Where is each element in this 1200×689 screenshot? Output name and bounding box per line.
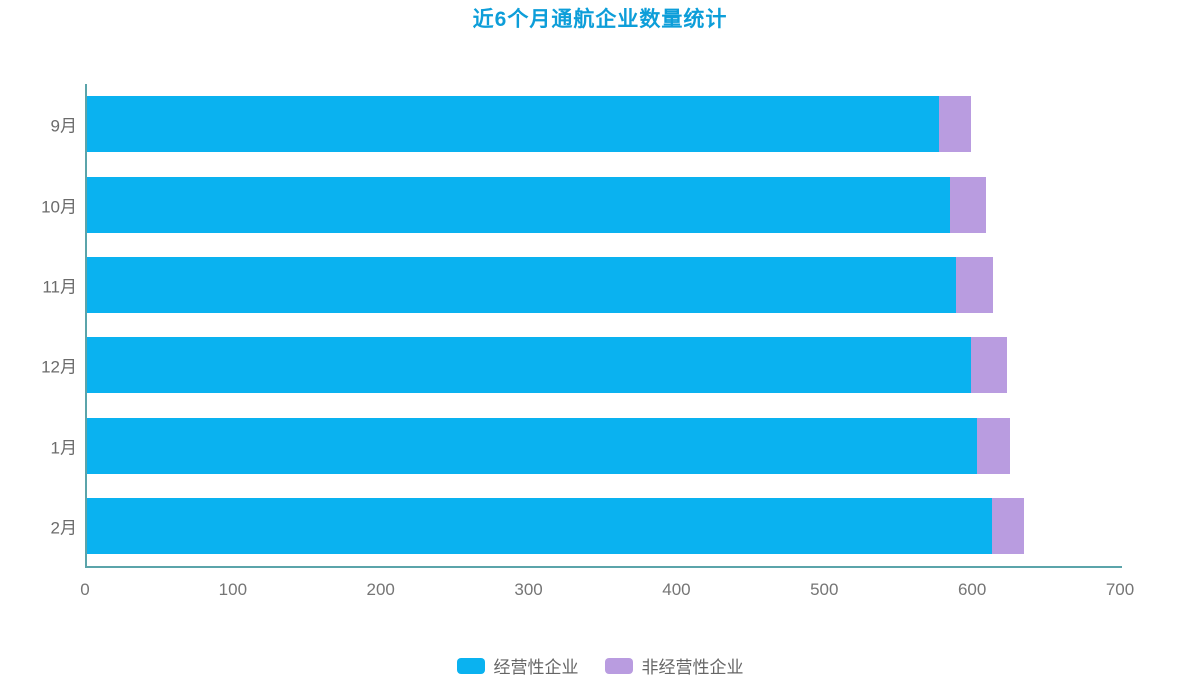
legend-label: 非经营性企业 [641, 658, 744, 677]
x-axis-tick-label: 0 [80, 580, 90, 599]
bar-segment-operational[interactable] [87, 417, 978, 474]
y-axis-label: 10月 [41, 197, 77, 216]
bar-segment-operational[interactable] [87, 256, 957, 313]
bar-segment-operational[interactable] [87, 96, 939, 153]
bar-row [87, 176, 1122, 233]
chart-title: 近6个月通航企业数量统计 [472, 8, 728, 31]
y-axis-label: 1月 [50, 438, 77, 457]
bar-segment-non-operational[interactable] [971, 337, 1007, 394]
bar-row [87, 337, 1122, 394]
y-axis-label: 2月 [50, 518, 77, 538]
bar-segment-non-operational[interactable] [991, 497, 1025, 554]
bar-stack [87, 417, 1122, 474]
legend: 经营性企业 非经营性企业 [0, 653, 1200, 678]
plot-area [85, 84, 1122, 568]
legend-item-non-operational[interactable]: 非经营性企业 [604, 653, 744, 678]
legend-swatch-icon [604, 657, 633, 674]
legend-item-operational[interactable]: 经营性企业 [456, 653, 579, 678]
x-axis-tick-label: 500 [810, 580, 839, 599]
y-axis-label: 12月 [41, 357, 77, 377]
x-axis-tick-label: 700 [1105, 580, 1135, 599]
bar-stack [87, 256, 1122, 313]
x-axis-tick-label: 200 [366, 580, 395, 599]
x-axis-tick-label: 400 [662, 580, 691, 599]
bar-stack [87, 497, 1122, 554]
bar-segment-operational[interactable] [87, 176, 951, 233]
bar-segment-non-operational[interactable] [950, 176, 986, 233]
bar-row [87, 497, 1122, 554]
bar-segment-operational[interactable] [87, 497, 992, 554]
x-axis-tick-label: 600 [957, 580, 987, 599]
x-axis-tick-label: 100 [218, 580, 248, 599]
bar-row [87, 256, 1122, 313]
y-axis-label: 11月 [42, 277, 77, 297]
bar-segment-non-operational[interactable] [977, 417, 1010, 474]
legend-swatch-icon [456, 657, 485, 674]
x-axis-tick-label: 300 [514, 580, 543, 599]
bar-stack [87, 337, 1122, 394]
bar-segment-non-operational[interactable] [956, 256, 994, 313]
bar-stack [87, 176, 1122, 233]
y-axis-label: 9月 [50, 116, 77, 136]
bar-stack [87, 96, 1122, 153]
legend-label: 经营性企业 [493, 658, 579, 677]
bar-segment-non-operational[interactable] [938, 96, 972, 153]
bar-segment-operational[interactable] [87, 337, 972, 394]
bar-row [87, 96, 1122, 153]
bar-row [87, 417, 1122, 474]
